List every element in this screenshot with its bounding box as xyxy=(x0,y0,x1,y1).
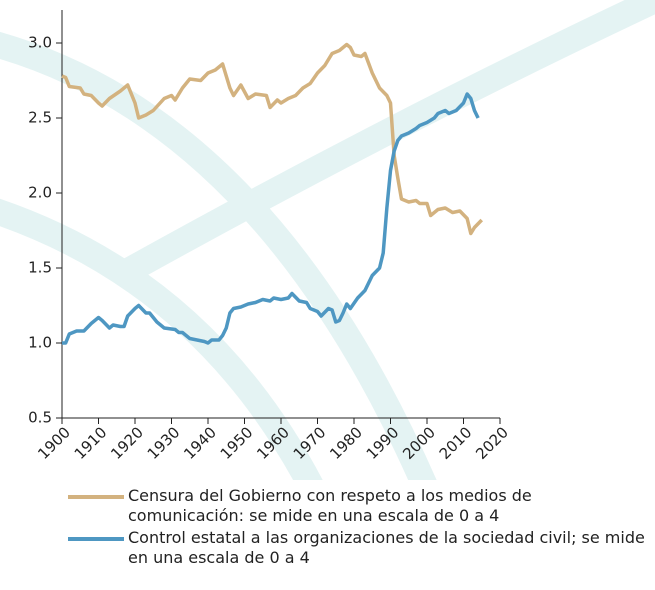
y-tick-label: 1.0 xyxy=(28,334,52,352)
x-tick-label: 1920 xyxy=(107,423,147,463)
background-arcs xyxy=(0,0,655,480)
x-tick-label: 1900 xyxy=(34,423,74,463)
series-line xyxy=(62,92,480,345)
y-tick-label: 2.5 xyxy=(28,109,52,127)
x-tick-label: 2020 xyxy=(472,423,512,463)
legend-label: Control estatal a las organizaciones de … xyxy=(128,528,645,567)
y-tick-label: 2.0 xyxy=(28,184,52,202)
legend-item: Censura del Gobierno con respeto a los m… xyxy=(68,486,568,526)
legend-label: Censura del Gobierno con respeto a los m… xyxy=(128,486,532,525)
y-tick-label: 0.5 xyxy=(28,409,52,427)
legend: Censura del Gobierno con respeto a los m… xyxy=(68,486,655,570)
chart: 0.51.01.52.02.53.01900191019201930194019… xyxy=(0,0,655,480)
x-tick-label: 1950 xyxy=(217,423,257,463)
legend-item: Control estatal a las organizaciones de … xyxy=(68,528,655,568)
x-tick-label: 1980 xyxy=(326,423,366,463)
legend-swatch xyxy=(68,495,124,499)
x-tick-label: 1940 xyxy=(180,423,220,463)
x-tick-label: 1910 xyxy=(71,423,111,463)
y-tick-label: 1.5 xyxy=(28,259,52,277)
x-tick-label: 2010 xyxy=(436,423,476,463)
series-line xyxy=(61,42,484,236)
y-tick-label: 3.0 xyxy=(28,34,52,52)
legend-swatch xyxy=(68,537,124,541)
x-tick-label: 1930 xyxy=(144,423,184,463)
